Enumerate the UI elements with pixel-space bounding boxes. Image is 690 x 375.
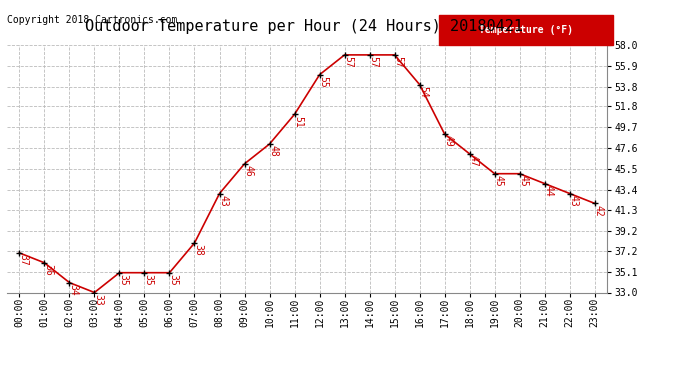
Text: 51: 51: [294, 116, 304, 128]
FancyBboxPatch shape: [439, 15, 613, 45]
Text: 57: 57: [394, 56, 404, 68]
Text: 45: 45: [519, 175, 529, 187]
Text: 44: 44: [544, 185, 554, 197]
Text: 54: 54: [419, 86, 428, 98]
Text: 49: 49: [444, 135, 454, 147]
Text: 42: 42: [594, 205, 604, 216]
Text: 43: 43: [569, 195, 579, 207]
Text: 57: 57: [368, 56, 379, 68]
Text: 55: 55: [319, 76, 328, 88]
Text: 34: 34: [68, 284, 79, 296]
Text: 36: 36: [43, 264, 54, 276]
Text: 33: 33: [94, 294, 104, 306]
Text: Copyright 2018 Cartronics.com: Copyright 2018 Cartronics.com: [7, 15, 177, 25]
Text: 57: 57: [344, 56, 354, 68]
Text: 35: 35: [168, 274, 179, 286]
Text: 35: 35: [119, 274, 128, 286]
Text: 45: 45: [494, 175, 504, 187]
Text: 47: 47: [469, 155, 479, 167]
Text: 35: 35: [144, 274, 154, 286]
Text: 43: 43: [219, 195, 228, 207]
Text: Outdoor Temperature per Hour (24 Hours) 20180421: Outdoor Temperature per Hour (24 Hours) …: [85, 19, 522, 34]
Text: 46: 46: [244, 165, 254, 177]
Text: 48: 48: [268, 146, 279, 157]
Text: Temperature (°F): Temperature (°F): [479, 25, 573, 35]
Text: 37: 37: [19, 254, 28, 266]
Text: 38: 38: [194, 244, 204, 256]
